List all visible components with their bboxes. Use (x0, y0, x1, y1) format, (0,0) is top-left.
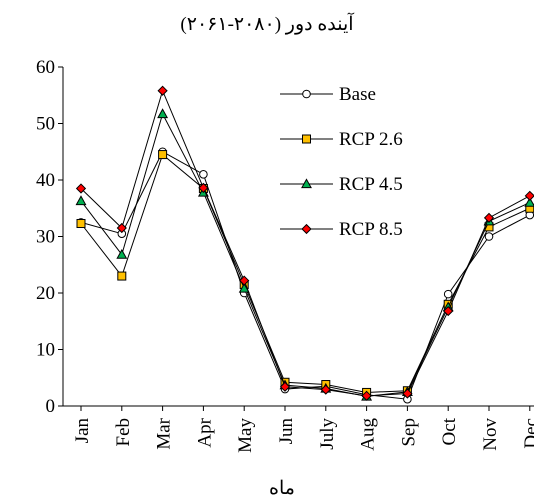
data-point (116, 222, 127, 234)
y-tick-label: 60 (36, 57, 55, 78)
x-tick-label: Dec (521, 418, 534, 449)
data-point (443, 289, 453, 299)
y-tick-label: 20 (36, 283, 55, 304)
series-group (75, 85, 534, 404)
data-point (524, 196, 534, 207)
data-point (157, 108, 169, 119)
y-tick-label: 10 (36, 340, 55, 361)
data-point (320, 384, 331, 395)
legend-item: RCP 4.5 (280, 174, 403, 195)
legend-marker (302, 89, 311, 99)
series-line (80, 151, 531, 400)
legend-item: Base (280, 84, 376, 105)
series-line (80, 89, 531, 397)
data-point (402, 388, 413, 399)
x-tick-label: Apr (194, 417, 215, 447)
data-point (483, 212, 495, 223)
series-rcp-8-5 (75, 85, 534, 401)
data-point (157, 85, 168, 96)
axes: 0 10 20 30 40 50 60 Jan Feb Mar Apr May Jun July Aug Se… (36, 57, 534, 453)
data-point (158, 150, 168, 160)
data-point (361, 390, 372, 401)
legend-label: RCP 4.5 (339, 174, 403, 195)
data-point (199, 170, 208, 179)
x-tick-label: Feb (113, 418, 134, 447)
data-point (76, 219, 86, 229)
chart-title: آینده دور (۲۰۸۰-۲۰۶۱) (180, 12, 354, 35)
x-tick-label: Mar (154, 417, 175, 449)
legend-marker (301, 223, 312, 235)
legend-item: RCP 2.6 (280, 129, 403, 150)
legend-label: RCP 2.6 (339, 129, 403, 150)
data-point (75, 195, 87, 206)
legend-label: Base (339, 84, 376, 105)
legend-item: RCP 8.5 (280, 219, 403, 240)
x-axis-title: ماه (269, 478, 295, 499)
y-tick-label: 0 (46, 396, 56, 417)
x-tick-label: Oct (439, 417, 460, 445)
x-tick-label: Jan (72, 418, 93, 444)
x-tick-label: Aug (358, 418, 379, 451)
x-tick-label: July (317, 418, 338, 450)
data-point (75, 183, 87, 194)
legend-marker (302, 134, 311, 144)
data-point (443, 305, 454, 317)
series-rcp-4-5 (75, 108, 534, 401)
y-tick-label: 40 (36, 170, 55, 191)
legend-label: RCP 8.5 (339, 219, 403, 240)
y-tick-label: 50 (36, 114, 55, 135)
data-point (484, 232, 494, 241)
legend-marker (301, 178, 312, 189)
data-point (239, 275, 250, 286)
x-tick-label: May (235, 418, 256, 453)
series-line (80, 112, 531, 397)
legend: Base RCP 2.6 RCP 4.5 RCP 8.5 (280, 84, 403, 240)
x-tick-label: Jun (276, 418, 297, 445)
data-point (524, 190, 534, 201)
data-point (116, 248, 128, 259)
data-point (198, 182, 209, 194)
data-point (117, 271, 127, 281)
y-tick-label: 30 (36, 227, 55, 248)
x-tick-label: Sep (398, 418, 419, 447)
data-point (238, 282, 250, 293)
x-tick-label: Nov (480, 418, 501, 451)
series-line (80, 153, 531, 393)
data-point (279, 381, 291, 392)
